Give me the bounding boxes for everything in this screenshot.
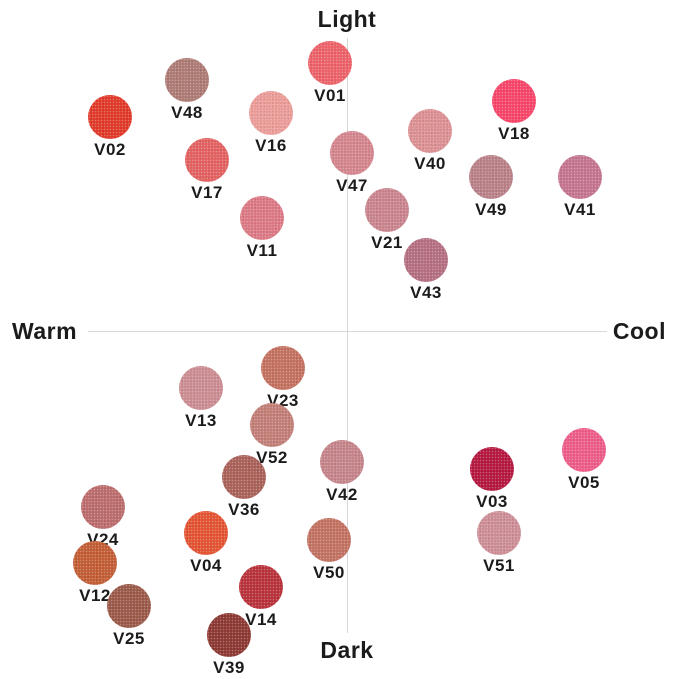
shade-label-V01: V01 (314, 86, 346, 105)
shade-swatch-V18 (492, 79, 536, 123)
shade-swatch-V23 (261, 346, 305, 390)
shade-swatch-V51 (477, 511, 521, 555)
shade-swatch-V12 (73, 541, 117, 585)
shade-label-V17: V17 (191, 183, 223, 202)
axis-label-warm: Warm (12, 318, 78, 344)
shade-label-V21: V21 (371, 233, 403, 252)
shade-swatch-V17 (185, 138, 229, 182)
shade-label-V12: V12 (79, 586, 111, 605)
shade-label-V49: V49 (475, 200, 507, 219)
shade-swatch-V43 (404, 238, 448, 282)
shade-swatch-V40 (408, 109, 452, 153)
shade-swatch-V02 (88, 95, 132, 139)
shade-label-V25: V25 (113, 629, 145, 648)
shade-swatch-V16 (249, 91, 293, 135)
shade-label-V03: V03 (476, 492, 508, 511)
shade-swatch-V21 (365, 188, 409, 232)
shade-swatch-V49 (469, 155, 513, 199)
shade-label-V50: V50 (313, 563, 345, 582)
shade-swatch-V47 (330, 131, 374, 175)
axis-label-cool: Cool (612, 318, 666, 344)
shade-swatch-V24 (81, 485, 125, 529)
shade-swatch-V42 (320, 440, 364, 484)
vertical-axis-line (347, 38, 348, 633)
shade-label-V39: V39 (213, 658, 245, 677)
shade-label-V51: V51 (483, 556, 515, 575)
shade-swatch-V52 (250, 403, 294, 447)
shade-label-V02: V02 (94, 140, 126, 159)
shade-label-V42: V42 (326, 485, 358, 504)
shade-label-V43: V43 (410, 283, 442, 302)
axis-label-light: Light (317, 6, 377, 32)
shade-swatch-V41 (558, 155, 602, 199)
shade-swatch-V11 (240, 196, 284, 240)
shade-label-V48: V48 (171, 103, 203, 122)
shade-swatch-V03 (470, 447, 514, 491)
shade-swatch-V05 (562, 428, 606, 472)
shade-label-V41: V41 (564, 200, 596, 219)
shade-swatch-V36 (222, 455, 266, 499)
shade-label-V11: V11 (246, 241, 278, 260)
shade-label-V14: V14 (245, 610, 277, 629)
shade-label-V16: V16 (255, 136, 287, 155)
shade-swatch-V48 (165, 58, 209, 102)
shade-swatch-V01 (308, 41, 352, 85)
shade-swatch-V04 (184, 511, 228, 555)
shade-swatch-V39 (207, 613, 251, 657)
shade-label-V18: V18 (498, 124, 530, 143)
axis-label-dark: Dark (320, 637, 374, 663)
shade-label-V13: V13 (185, 411, 217, 430)
shade-swatch-V13 (179, 366, 223, 410)
shade-label-V36: V36 (228, 500, 260, 519)
shade-label-V47: V47 (336, 176, 368, 195)
shade-swatch-V14 (239, 565, 283, 609)
shade-swatch-V50 (307, 518, 351, 562)
shade-label-V52: V52 (256, 448, 288, 467)
shade-label-V40: V40 (414, 154, 446, 173)
shade-label-V04: V04 (190, 556, 222, 575)
shade-label-V05: V05 (568, 473, 600, 492)
shade-swatch-V25 (107, 584, 151, 628)
